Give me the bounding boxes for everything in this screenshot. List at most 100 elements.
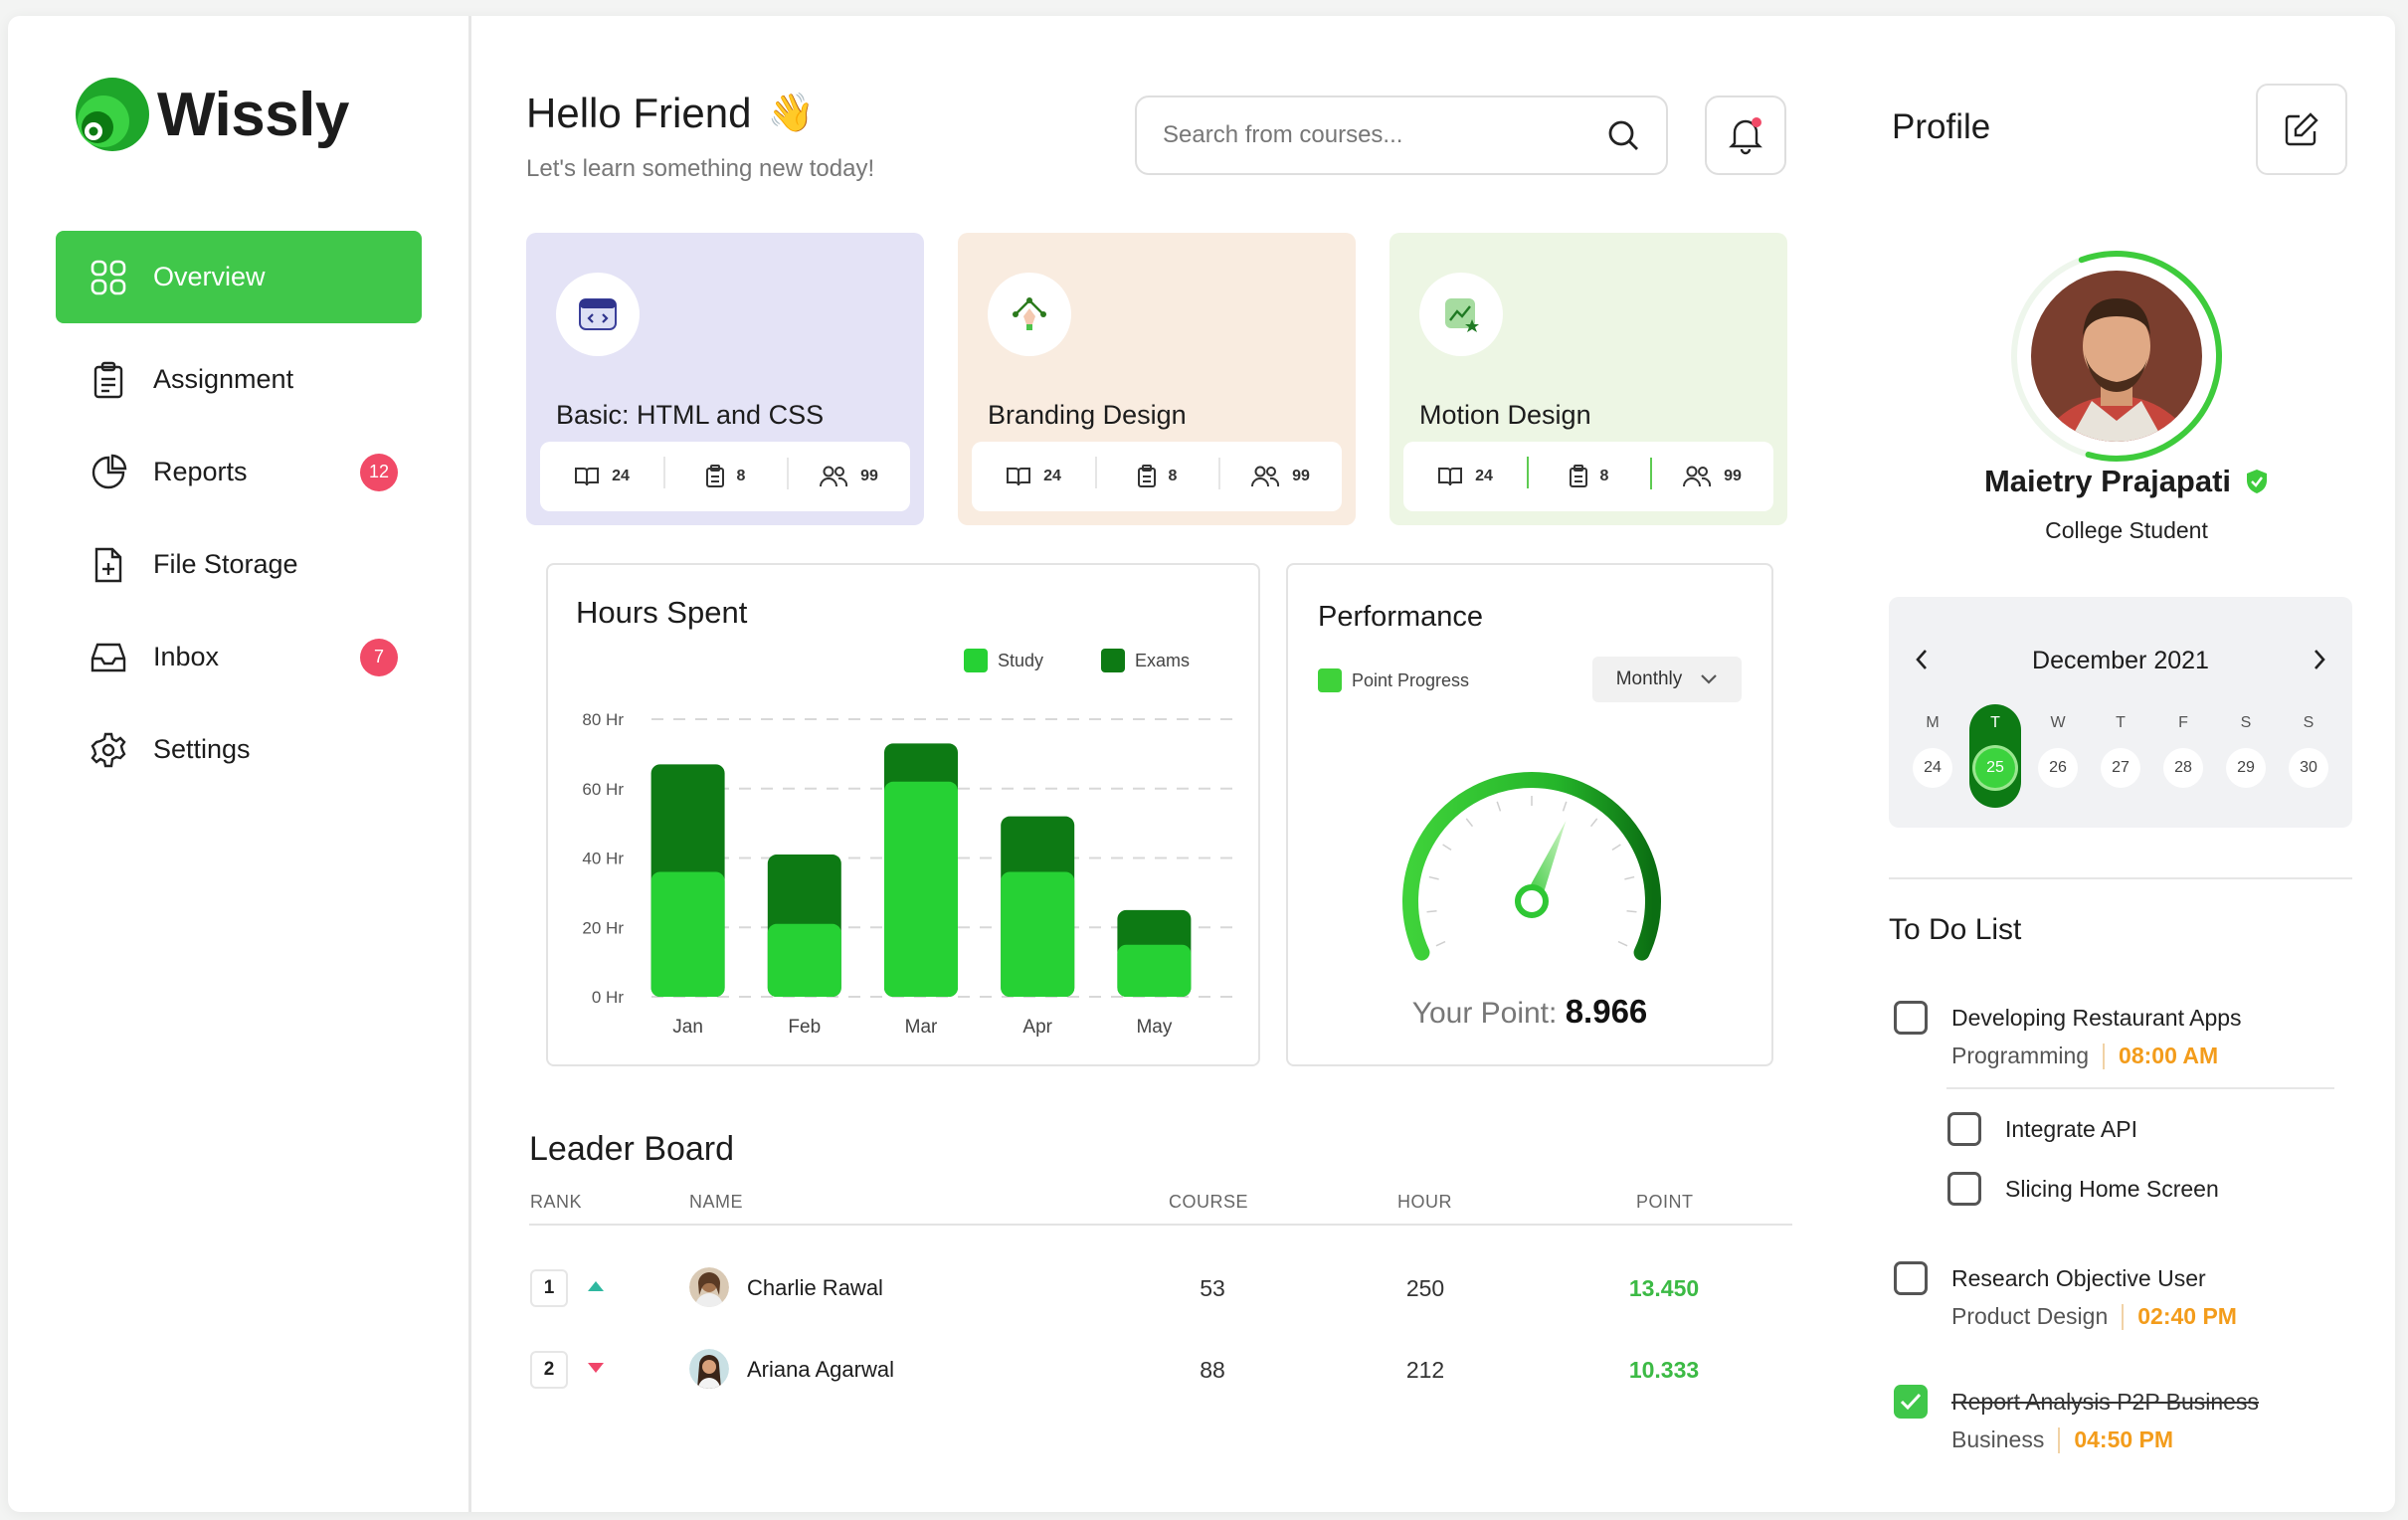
- course-card-motion-design[interactable]: Motion Design 24 8 99: [1389, 233, 1787, 525]
- calendar-day-selected[interactable]: T 25: [1969, 704, 2021, 808]
- bar-study-may[interactable]: [1117, 944, 1192, 997]
- gauge-tick: [1626, 910, 1637, 913]
- course-card-html-css[interactable]: Basic: HTML and CSS 24 8 99: [526, 233, 924, 525]
- course-stats: 24 8 99: [972, 442, 1342, 511]
- logo[interactable]: Wissly: [74, 76, 349, 153]
- calendar-day[interactable]: W 26: [2032, 704, 2084, 808]
- wave-emoji: 👋: [767, 93, 815, 134]
- inbox-badge: 7: [360, 638, 398, 676]
- verified-icon: [2247, 470, 2268, 493]
- clipboard-icon: [705, 465, 724, 487]
- col-name: NAME: [689, 1192, 744, 1212]
- legend-exams: Exams: [1101, 649, 1190, 672]
- calendar-day[interactable]: S 30: [2283, 704, 2334, 808]
- study-swatch: [964, 649, 988, 672]
- todo-checkbox[interactable]: [1894, 1001, 1928, 1035]
- notification-button[interactable]: [1705, 95, 1786, 175]
- rank-badge: 2: [530, 1351, 568, 1389]
- sidebar: Wissly Overview Assi: [8, 16, 471, 1512]
- chart-star-icon: [1419, 273, 1503, 356]
- profile-name: Maietry Prajapati: [1858, 464, 2395, 499]
- gauge-needle: [1523, 820, 1567, 905]
- chevron-left-icon[interactable]: [1915, 649, 1929, 670]
- edit-profile-button[interactable]: [2256, 84, 2347, 175]
- check-icon: [1900, 1393, 1922, 1411]
- chevron-right-icon[interactable]: [2313, 649, 2326, 670]
- y-tick-label: 80 Hr: [582, 710, 624, 729]
- chevron-down-icon: [1701, 674, 1718, 684]
- x-tick-label: Jan: [672, 1017, 703, 1038]
- period-dropdown[interactable]: Monthly: [1592, 657, 1742, 702]
- course-stats: 24 8 99: [540, 442, 910, 511]
- calendar-day[interactable]: S 29: [2220, 704, 2272, 808]
- lessons-count: 24: [1403, 466, 1527, 487]
- profile-progress-ring: [2011, 251, 2222, 462]
- page-title: Hello Friend 👋: [526, 90, 815, 137]
- table-row[interactable]: 1 Charlie Rawal 53 250 13.450: [474, 1257, 1797, 1317]
- todo-name: Slicing Home Screen: [2005, 1176, 2219, 1202]
- search-input[interactable]: [1163, 121, 1590, 149]
- bar-study-mar[interactable]: [884, 781, 958, 997]
- search-icon[interactable]: [1606, 118, 1640, 152]
- calendar-day[interactable]: T 27: [2095, 704, 2146, 808]
- y-tick-label: 60 Hr: [582, 780, 624, 799]
- gauge-tick: [1496, 801, 1502, 812]
- course-value: 88: [1200, 1357, 1225, 1383]
- todo-name: Developing Restaurant Apps: [1951, 1005, 2242, 1031]
- rank-badge: 1: [530, 1269, 568, 1307]
- bar-study-jan[interactable]: [650, 871, 725, 997]
- y-tick-label: 0 Hr: [592, 988, 624, 1007]
- sidebar-nav: Overview Assignment Reports 1: [56, 231, 422, 796]
- todo-name: Integrate API: [2005, 1116, 2137, 1142]
- todo-checkbox-checked[interactable]: [1894, 1385, 1928, 1419]
- table-row[interactable]: 2 Ariana Agarwal 88 212 10.333: [474, 1339, 1797, 1399]
- sidebar-item-label: Overview: [153, 262, 266, 291]
- todo-title: To Do List: [1889, 913, 2022, 946]
- file-plus-icon: [88, 544, 129, 586]
- course-card-branding-design[interactable]: Branding Design 24 8 99: [958, 233, 1356, 525]
- clipboard-icon: [88, 359, 129, 401]
- sidebar-item-label: Assignment: [153, 364, 294, 394]
- sidebar-item-reports[interactable]: Reports 12: [56, 426, 422, 518]
- calendar-day[interactable]: M 24: [1907, 704, 1958, 808]
- point-value: 10.333: [1628, 1357, 1700, 1383]
- book-icon: [1438, 468, 1463, 486]
- sidebar-item-settings[interactable]: Settings: [56, 703, 422, 796]
- legend-point-progress: Point Progress: [1318, 668, 1469, 692]
- todo-checkbox[interactable]: [1947, 1172, 1981, 1206]
- sidebar-item-inbox[interactable]: Inbox 7: [56, 611, 422, 703]
- todo-checkbox[interactable]: [1894, 1261, 1928, 1295]
- col-rank: RANK: [530, 1192, 583, 1212]
- hours-spent-title: Hours Spent: [576, 595, 748, 630]
- sidebar-item-assignment[interactable]: Assignment: [56, 333, 422, 426]
- todo-meta: Business 04:50 PM: [1951, 1426, 2174, 1453]
- calendar-month: December 2021: [2032, 647, 2209, 674]
- sidebar-item-file-storage[interactable]: File Storage: [56, 518, 422, 611]
- calendar-day[interactable]: F 28: [2157, 704, 2209, 808]
- sidebar-item-label: Reports: [153, 457, 248, 486]
- page-subtitle: Let's learn something new today!: [526, 155, 875, 182]
- sidebar-item-overview[interactable]: Overview: [56, 231, 422, 323]
- course-title: Motion Design: [1419, 400, 1591, 430]
- hour-value: 212: [1405, 1357, 1445, 1383]
- exams-swatch: [1101, 649, 1125, 672]
- point-progress-swatch: [1318, 668, 1342, 692]
- book-icon: [575, 468, 600, 486]
- gauge-tick: [1435, 940, 1446, 947]
- col-hour: HOUR: [1397, 1192, 1452, 1212]
- profile-avatar[interactable]: [1997, 237, 2236, 475]
- pen-tool-icon: [988, 273, 1071, 356]
- search-box: [1135, 95, 1668, 175]
- todo-checkbox[interactable]: [1947, 1112, 1981, 1146]
- edit-icon: [2285, 112, 2318, 146]
- bar-study-apr[interactable]: [1001, 871, 1075, 997]
- performance-gauge: [1402, 772, 1661, 961]
- students-count: 99: [1650, 458, 1773, 489]
- gauge-tick: [1617, 940, 1628, 947]
- greeting-text: Hello Friend: [526, 90, 752, 136]
- bar-study-feb[interactable]: [767, 923, 841, 997]
- gauge-tick: [1624, 875, 1635, 880]
- grid-icon: [88, 257, 129, 298]
- logo-text: Wissly: [157, 80, 349, 149]
